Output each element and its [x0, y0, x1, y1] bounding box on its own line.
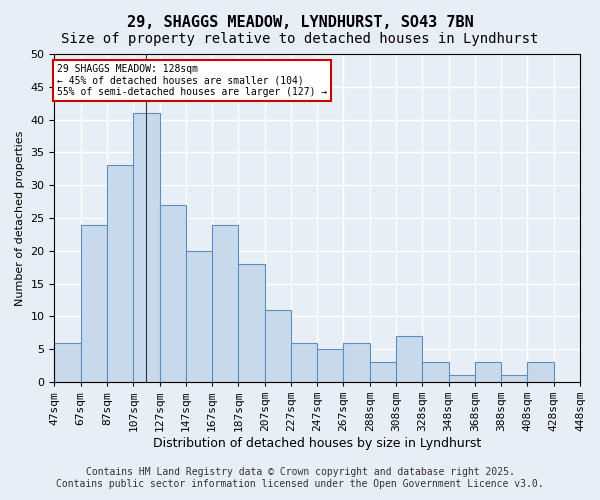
Text: 29, SHAGGS MEADOW, LYNDHURST, SO43 7BN: 29, SHAGGS MEADOW, LYNDHURST, SO43 7BN: [127, 15, 473, 30]
Text: Size of property relative to detached houses in Lyndhurst: Size of property relative to detached ho…: [61, 32, 539, 46]
Bar: [475, 362, 501, 382]
Bar: [265, 310, 291, 382]
Text: Contains HM Land Registry data © Crown copyright and database right 2025.
Contai: Contains HM Land Registry data © Crown c…: [56, 468, 544, 489]
Bar: [449, 376, 475, 382]
Text: 29 SHAGGS MEADOW: 128sqm
← 45% of detached houses are smaller (104)
55% of semi-: 29 SHAGGS MEADOW: 128sqm ← 45% of detach…: [57, 64, 327, 97]
Bar: [343, 342, 370, 382]
Bar: [107, 166, 133, 382]
Bar: [527, 362, 554, 382]
Bar: [186, 251, 212, 382]
Y-axis label: Number of detached properties: Number of detached properties: [15, 130, 25, 306]
Bar: [370, 362, 396, 382]
Bar: [501, 376, 527, 382]
Bar: [160, 205, 186, 382]
Bar: [238, 264, 265, 382]
Bar: [291, 342, 317, 382]
Bar: [55, 342, 80, 382]
Bar: [80, 224, 107, 382]
Bar: [317, 349, 343, 382]
Bar: [422, 362, 449, 382]
Bar: [212, 224, 238, 382]
X-axis label: Distribution of detached houses by size in Lyndhurst: Distribution of detached houses by size …: [153, 437, 481, 450]
Bar: [396, 336, 422, 382]
Bar: [133, 113, 160, 382]
